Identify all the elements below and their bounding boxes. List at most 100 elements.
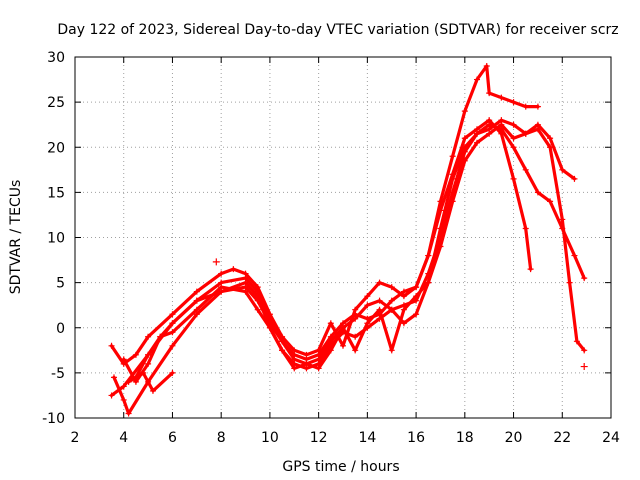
data-point [242, 270, 249, 277]
y-tick-label: 15 [47, 185, 65, 201]
data-point [486, 126, 493, 133]
y-tick-label: 0 [56, 321, 65, 337]
data-point [266, 320, 273, 327]
x-tick-label: 2 [71, 430, 80, 446]
data-point [376, 279, 383, 286]
x-tick-label: 22 [553, 430, 571, 446]
data-point [388, 297, 395, 304]
data-point [149, 387, 156, 394]
data-point [483, 63, 490, 70]
data-point [169, 342, 176, 349]
x-axis-label: GPS time / hours [282, 459, 399, 475]
data-point [376, 297, 383, 304]
data-point [108, 392, 115, 399]
data-point [449, 175, 456, 182]
data-point [498, 117, 505, 124]
data-point [327, 320, 334, 327]
data-point [169, 311, 176, 318]
data-point [340, 324, 346, 331]
data-point [400, 293, 407, 300]
data-point [571, 252, 578, 259]
data-point [140, 369, 147, 376]
series-line [112, 123, 586, 416]
data-series [108, 63, 588, 417]
data-point [534, 103, 541, 110]
data-point [474, 130, 480, 137]
series-line [109, 64, 540, 366]
data-point [510, 121, 517, 128]
data-point [169, 320, 176, 327]
data-point [522, 225, 529, 232]
data-point [291, 347, 298, 354]
series-line [127, 371, 175, 393]
data-point [254, 306, 261, 313]
chart-title: Day 122 of 2023, Sidereal Day-to-day VTE… [57, 22, 618, 38]
data-point [571, 175, 578, 182]
y-tick-label: -5 [51, 366, 65, 382]
outlier-point [580, 363, 588, 371]
data-point [437, 225, 444, 232]
data-point [498, 94, 505, 101]
data-point [108, 342, 115, 349]
y-tick-label: -10 [42, 411, 65, 427]
data-point [534, 126, 541, 133]
data-point [303, 360, 310, 367]
outlier-point [212, 258, 220, 266]
data-point [573, 338, 580, 345]
y-tick-label: 30 [47, 50, 65, 66]
y-tick-label: 25 [47, 95, 65, 111]
data-point [522, 103, 529, 110]
data-point [193, 288, 200, 295]
data-point [169, 369, 176, 376]
x-tick-label: 4 [119, 430, 128, 446]
x-tick-label: 20 [505, 430, 523, 446]
gridlines [75, 57, 611, 418]
x-tick-label: 18 [456, 430, 474, 446]
data-point [510, 135, 517, 142]
series-arc-3 [108, 63, 541, 367]
data-point [559, 166, 566, 173]
data-point [193, 297, 200, 304]
data-point [230, 266, 237, 273]
data-point [510, 175, 517, 182]
data-point [303, 351, 310, 358]
data-point [125, 410, 132, 417]
data-point [364, 293, 371, 300]
x-tick-label: 14 [358, 430, 376, 446]
data-point [110, 374, 117, 381]
data-point [425, 279, 432, 286]
data-point [461, 144, 468, 151]
data-point [218, 288, 225, 295]
data-point [145, 333, 152, 340]
data-point [461, 157, 468, 164]
data-point [547, 198, 554, 205]
data-point [279, 338, 286, 345]
data-point [547, 135, 554, 142]
data-point [157, 333, 164, 340]
data-point [437, 198, 444, 205]
data-point [125, 378, 132, 385]
data-point [254, 284, 261, 291]
data-point [413, 284, 420, 291]
data-point [242, 284, 249, 291]
data-point [218, 270, 225, 277]
data-point [566, 279, 573, 286]
data-point [327, 338, 334, 345]
data-point [547, 144, 554, 151]
data-point [527, 266, 534, 273]
data-point [291, 356, 298, 363]
data-point [461, 135, 468, 142]
data-point [315, 347, 322, 354]
data-point [510, 144, 517, 151]
data-point [315, 365, 322, 372]
y-tick-label: 5 [56, 276, 65, 292]
x-tick-label: 10 [261, 430, 279, 446]
data-point [400, 320, 407, 327]
data-point [400, 306, 407, 313]
data-point [522, 130, 529, 137]
data-point [581, 347, 588, 354]
data-point [486, 90, 493, 97]
data-point [449, 198, 456, 205]
